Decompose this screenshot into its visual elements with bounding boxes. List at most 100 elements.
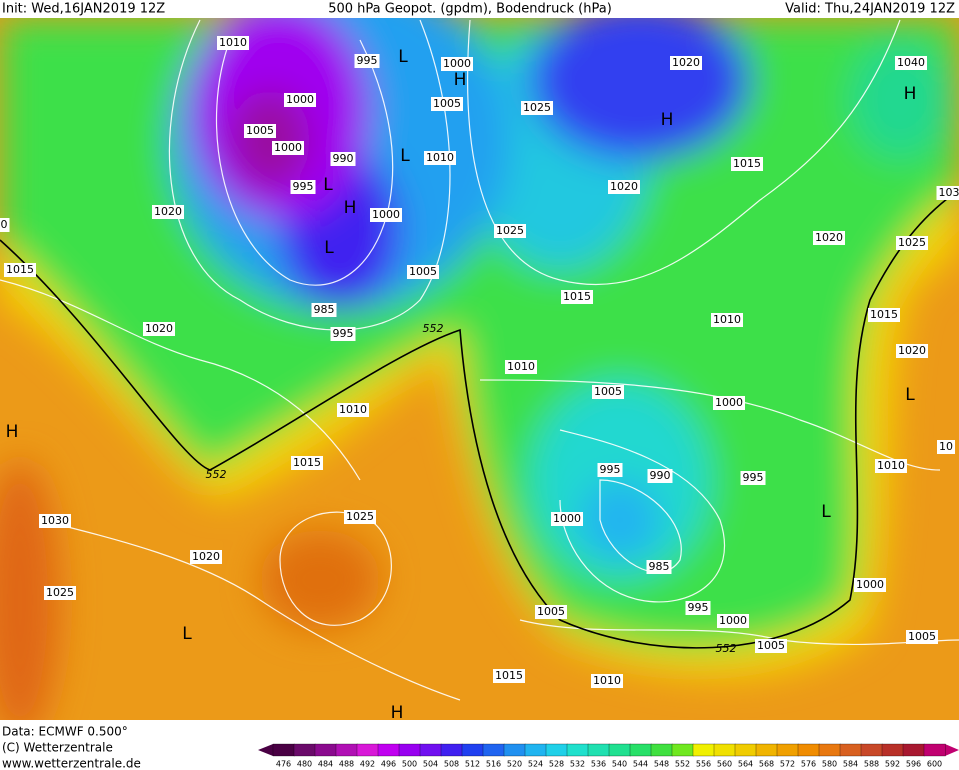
- header-bar: [0, 0, 959, 18]
- pressure-center: H: [661, 110, 674, 130]
- colorbar-tick-label: 476: [276, 760, 291, 769]
- label-box: [505, 360, 537, 374]
- colorbar-tick-label: 532: [570, 760, 585, 769]
- isobar-label: 1020: [898, 344, 926, 357]
- label-box: [370, 208, 402, 222]
- label-box: [854, 578, 886, 592]
- label-box: [217, 36, 249, 50]
- colorbar-cell: [566, 743, 589, 757]
- colorbar-tick-label: 548: [654, 760, 669, 769]
- label-box: [755, 639, 787, 653]
- isobar-label: 995: [333, 327, 354, 340]
- colorbar-cell: [608, 743, 631, 757]
- label-box: [561, 290, 593, 304]
- map-field: 1010 995 1000 1000 1005 1005 1000 990 1010 995 100…: [0, 18, 959, 720]
- label-box: [521, 101, 553, 115]
- label-box: [740, 471, 766, 485]
- label-box: [906, 630, 938, 644]
- colorbar-tick-label: 484: [318, 760, 333, 769]
- isobar-label: 1000: [719, 614, 747, 627]
- colorbar-tick-label: 492: [360, 760, 375, 769]
- label-box: [190, 550, 222, 564]
- colorbar-tick-label: 556: [696, 760, 711, 769]
- isobar-label: 1005: [537, 605, 565, 618]
- isobar-label: 995: [688, 601, 709, 614]
- isobar-label: 1015: [6, 263, 34, 276]
- isobar-label: 1010: [593, 674, 621, 687]
- isobar-label: 1010: [877, 459, 905, 472]
- colorbar-tick-label: 596: [906, 760, 921, 769]
- label-box: [244, 124, 276, 138]
- isobar-label: 1025: [346, 510, 374, 523]
- isobar-label: 1010: [219, 36, 247, 49]
- isobar-label: 1010: [713, 313, 741, 326]
- isobar-label: 0: [1, 218, 8, 231]
- label-box: [330, 152, 356, 166]
- colorbar-cell: [293, 743, 316, 757]
- colorbar-cell: [776, 743, 799, 757]
- label-box: [936, 186, 959, 200]
- isobar-label: 1015: [495, 669, 523, 682]
- label-box: [685, 601, 711, 615]
- isobar-label: 1000: [715, 396, 743, 409]
- label-box: [713, 396, 745, 410]
- colorbar-tick-label: 580: [822, 760, 837, 769]
- colorbar-cell: [377, 743, 400, 757]
- label-box: [4, 263, 36, 277]
- colorbar-tick-label: 544: [633, 760, 648, 769]
- label-box: [290, 180, 316, 194]
- label-box: [291, 456, 323, 470]
- isobar-label: 985: [649, 560, 670, 573]
- colorbar-tick-label: 512: [465, 760, 480, 769]
- isobar-label: 1005: [246, 124, 274, 137]
- isobar-label: 1025: [898, 236, 926, 249]
- label-box: [0, 218, 10, 232]
- colorbar-tick-label: 480: [297, 760, 312, 769]
- label-box: [152, 205, 184, 219]
- label-box: [868, 308, 900, 322]
- label-box: [284, 93, 316, 107]
- label-box: [535, 605, 567, 619]
- colorbar-tick-label: 568: [759, 760, 774, 769]
- label-box: [731, 157, 763, 171]
- contour-label: 552: [423, 322, 444, 335]
- colorbar-tick-label: 508: [444, 760, 459, 769]
- colorbar-cell: [440, 743, 463, 757]
- isobar-label: 1020: [610, 180, 638, 193]
- isobar-label: 1015: [870, 308, 898, 321]
- isobar-label: 1025: [523, 101, 551, 114]
- colorbar-tick-label: 592: [885, 760, 900, 769]
- colorbar-cell: [482, 743, 505, 757]
- colorbar-arrow-left: [258, 744, 273, 756]
- pressure-center: H: [454, 70, 467, 90]
- colorbar-tick-label: 600: [927, 760, 942, 769]
- pressure-center: L: [400, 146, 410, 166]
- colorbar-cell: [860, 743, 883, 757]
- colorbar: 476 480 484 488 492 496 500 504 508 512 516 520 524 5…: [258, 743, 959, 769]
- isobar-label: 995: [600, 463, 621, 476]
- label-box: [494, 224, 526, 238]
- colorbar-tick-label: 552: [675, 760, 690, 769]
- label-box: [39, 514, 71, 528]
- colorbar-tick-label: 588: [864, 760, 879, 769]
- isobar-label: 1030: [41, 514, 69, 527]
- isobar-label: 1015: [733, 157, 761, 170]
- map-title: 500 hPa Geopot. (gpdm), Bodendruck (hPa): [328, 2, 612, 17]
- colorbar-tick-label: 560: [717, 760, 732, 769]
- contour-label: 552: [716, 642, 737, 655]
- label-box: [311, 303, 337, 317]
- isobar-label: 1020: [154, 205, 182, 218]
- label-box: [717, 614, 749, 628]
- isobar-label: 1005: [757, 639, 785, 652]
- colorbar-cell: [545, 743, 568, 757]
- colorbar-cell: [335, 743, 358, 757]
- isobar-label: 1025: [496, 224, 524, 237]
- isobar-label: 1000: [856, 578, 884, 591]
- label-box: [493, 669, 525, 683]
- isobar-label: 990: [650, 469, 671, 482]
- isobar-label: 1020: [145, 322, 173, 335]
- isobar-label: 1025: [46, 586, 74, 599]
- label-box: [895, 56, 927, 70]
- isobar-label: 1020: [192, 550, 220, 563]
- colorbar-cell: [503, 743, 526, 757]
